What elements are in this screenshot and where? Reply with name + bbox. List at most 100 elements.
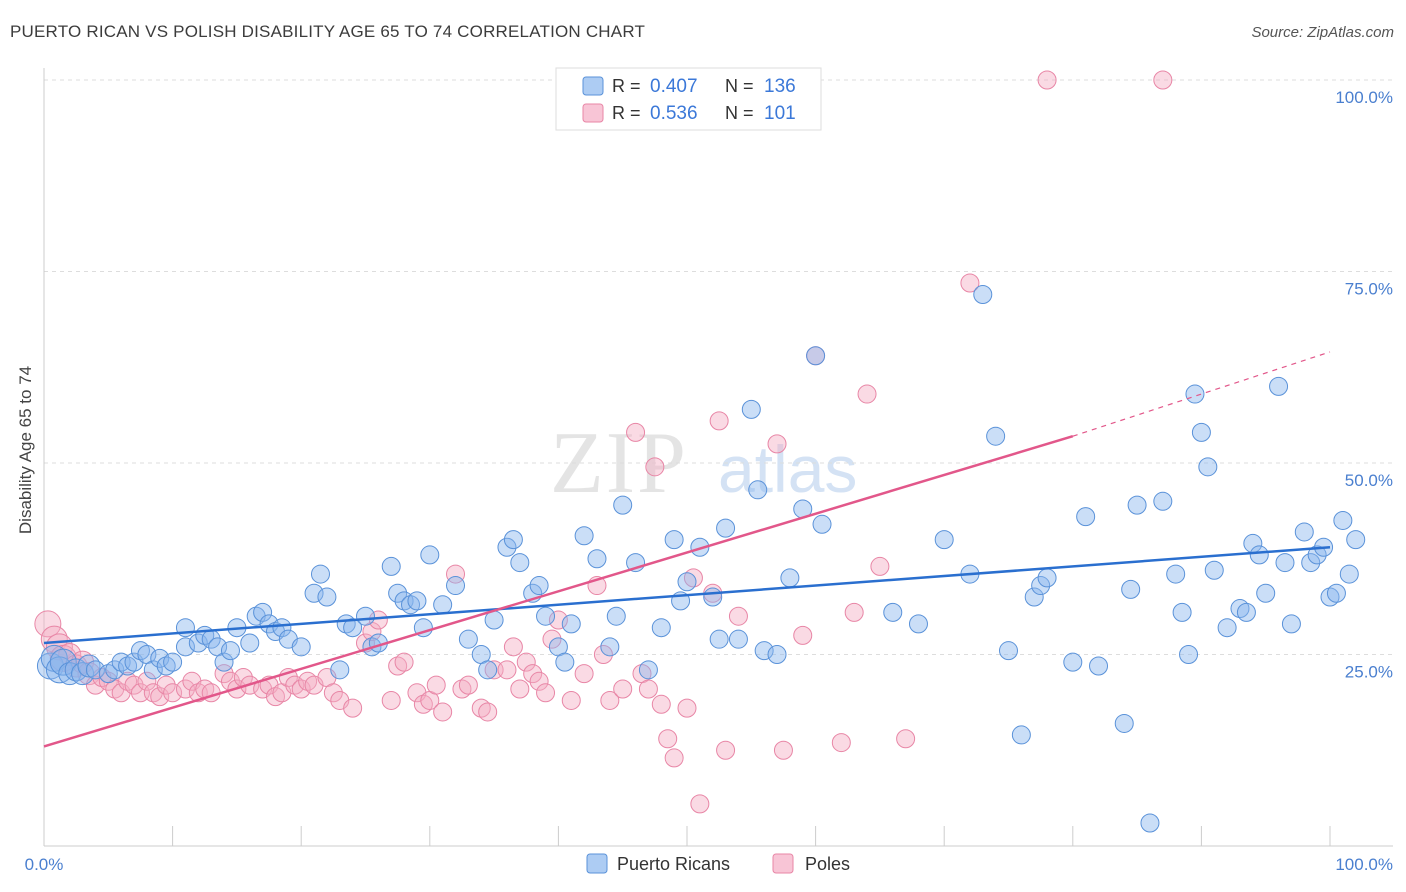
puerto-rican-point-19: [163, 652, 183, 672]
legend-bottom-swatch-blue: [586, 853, 608, 874]
puerto-rican-point-104: [1076, 507, 1096, 527]
pole-point-71: [574, 664, 594, 684]
puerto-rican-point-110: [1153, 491, 1173, 511]
pole-point-92: [793, 625, 813, 645]
y-tick-labels: 25.0% 50.0% 75.0% 100.0%: [1335, 88, 1393, 682]
puerto-rican-point-21: [175, 637, 195, 657]
puerto-rican-point-83: [728, 629, 748, 649]
legend-n-label-2: N =: [725, 103, 754, 123]
puerto-rican-point-26: [214, 652, 234, 672]
puerto-rican-point-53: [433, 595, 453, 615]
puerto-rican-point-5: [64, 658, 88, 682]
pole-point-0: [34, 610, 62, 638]
pole-point-94: [831, 733, 851, 753]
legend-n-label-1: N =: [725, 76, 754, 96]
pole-point-19: [156, 675, 176, 695]
puerto-rican-point-86: [754, 641, 774, 661]
pole-point-74: [600, 690, 620, 710]
puerto-rican-point-71: [606, 606, 626, 626]
puerto-rican-point-66: [555, 652, 575, 672]
puerto-rican-point-82: [716, 518, 736, 538]
puerto-rican-point-116: [1198, 457, 1218, 477]
pole-point-18: [150, 687, 170, 707]
puerto-rican-point-59: [497, 537, 517, 557]
legend-bottom-swatch-pink: [772, 853, 794, 874]
puerto-rican-point-68: [574, 526, 594, 546]
puerto-rican-point-57: [478, 660, 498, 680]
pole-point-70: [561, 690, 581, 710]
puerto-rican-point-3: [49, 648, 77, 676]
puerto-rican-point-97: [986, 426, 1006, 446]
puerto-rican-point-69: [587, 549, 607, 569]
pole-point-16: [137, 671, 157, 691]
puerto-rican-point-47: [388, 583, 408, 603]
puerto-rican-point-55: [458, 629, 478, 649]
puerto-rican-point-123: [1256, 583, 1276, 603]
pole-point-81: [658, 729, 678, 749]
puerto-rican-point-135: [1346, 530, 1366, 550]
legend-r-value-1: 0.407: [650, 76, 698, 97]
puerto-rican-point-107: [1121, 579, 1141, 599]
pole-point-43: [343, 698, 363, 718]
puerto-rican-point-111: [1166, 564, 1186, 584]
puerto-rican-point-10: [105, 660, 125, 680]
puerto-rican-point-101: [1031, 576, 1051, 596]
x-ticks: [172, 826, 1331, 846]
legend-bottom-label-blue: Puerto Ricans: [617, 854, 730, 874]
pole-point-90: [767, 434, 787, 454]
puerto-rican-point-31: [253, 602, 273, 622]
x-tick-label-max: 100.0%: [1335, 855, 1393, 874]
puerto-rican-point-134: [1339, 564, 1359, 584]
grid-lines: [44, 79, 1393, 655]
pole-point-10: [98, 671, 118, 691]
chart-title: PUERTO RICAN VS POLISH DISABILITY AGE 65…: [10, 22, 646, 41]
puerto-rican-point-90: [806, 346, 826, 366]
pole-point-14: [124, 675, 144, 695]
puerto-rican-point-42: [343, 618, 363, 638]
y-tick-label: 50.0%: [1345, 471, 1393, 490]
puerto-rican-point-133: [1333, 510, 1353, 530]
puerto-rican-point-67: [561, 614, 581, 634]
pole-point-85: [690, 794, 710, 814]
legend-bottom-label-pink: Poles: [805, 854, 850, 874]
puerto-ricans-trend-line: [43, 546, 1331, 645]
puerto-rican-point-125: [1275, 553, 1295, 573]
pole-point-68: [542, 629, 562, 649]
puerto-rican-point-60: [503, 530, 523, 550]
trend-lines: [43, 351, 1331, 748]
pole-point-82: [664, 748, 684, 768]
pole-point-69: [548, 610, 568, 630]
pole-point-59: [478, 702, 498, 722]
puerto-rican-point-87: [767, 645, 787, 664]
y-tick-label: 75.0%: [1345, 280, 1393, 299]
puerto-rican-point-8: [85, 660, 105, 680]
pole-point-26: [214, 664, 234, 684]
y-axis-label: Disability Age 65 to 74: [16, 365, 35, 535]
puerto-rican-point-92: [883, 602, 903, 622]
puerto-rican-point-129: [1307, 545, 1327, 565]
puerto-rican-point-128: [1301, 553, 1321, 573]
legend-r-label-1: R =: [612, 76, 641, 96]
puerto-rican-point-70: [600, 637, 620, 657]
pole-point-80: [651, 694, 671, 714]
puerto-rican-point-99: [1011, 725, 1031, 745]
puerto-rican-point-17: [150, 648, 170, 668]
legend-n-value-1: 136: [764, 76, 796, 97]
puerto-rican-point-39: [317, 587, 337, 607]
puerto-rican-point-115: [1191, 422, 1211, 442]
puerto-rican-point-112: [1172, 602, 1192, 622]
pole-point-83: [677, 698, 697, 718]
watermark-atlas: atlas: [718, 432, 857, 506]
pole-point-21: [175, 679, 195, 699]
puerto-rican-point-63: [529, 576, 549, 596]
pole-point-53: [426, 675, 446, 695]
puerto-rican-point-16: [143, 660, 163, 680]
puerto-rican-point-46: [381, 556, 401, 576]
puerto-rican-point-100: [1024, 587, 1044, 607]
legend-swatch-blue: [582, 76, 604, 96]
pole-point-49: [394, 652, 414, 672]
puerto-rican-point-61: [510, 553, 530, 573]
pole-point-57: [458, 675, 478, 695]
pole-point-47: [381, 690, 401, 710]
